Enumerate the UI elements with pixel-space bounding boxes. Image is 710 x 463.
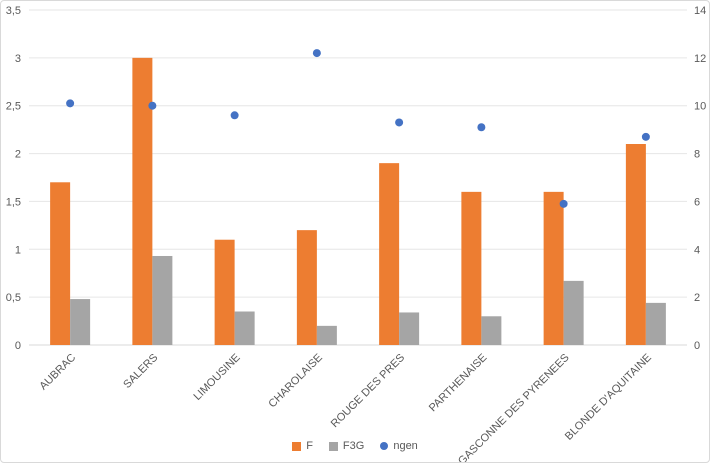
right-axis-tick-label: 6 (694, 196, 700, 208)
right-axis-tick-label: 2 (694, 292, 700, 304)
point-ngen (395, 118, 404, 127)
bar-f3g (316, 325, 337, 345)
bar-f3g (645, 302, 666, 345)
right-axis-tick-label: 0 (694, 340, 700, 352)
point-ngen (66, 99, 75, 108)
right-axis-tick-label: 4 (694, 244, 700, 256)
bar-f3g (152, 255, 173, 345)
x-axis-category-label: SALERS (121, 352, 160, 391)
right-axis-tick-label: 10 (694, 101, 706, 113)
x-axis-category-label: LIMOUSINE (191, 352, 242, 403)
bar-f3g (70, 299, 91, 345)
x-axis-category-label: CHAROLAISE (266, 352, 325, 411)
point-ngen (148, 101, 157, 110)
bar-f (543, 191, 564, 345)
point-ngen (641, 132, 650, 141)
left-axis-tick-label: 0 (15, 340, 21, 352)
right-axis-tick-label: 12 (694, 53, 706, 65)
bar-f (625, 144, 646, 345)
point-ngen (477, 123, 486, 132)
bar-f3g (399, 312, 420, 345)
point-ngen (559, 199, 568, 208)
left-axis-tick-label: 2,5 (6, 101, 21, 113)
x-axis-category-label: BLONDE D'AQUITAINE (563, 352, 654, 443)
x-axis-category-label: ROUGE DES PRES (329, 352, 408, 431)
bar-f3g (234, 311, 255, 345)
x-axis-category-label: PARTHENAISE (427, 352, 490, 415)
left-axis-tick-label: 1 (15, 244, 21, 256)
point-ngen (312, 49, 321, 58)
bar-f (132, 57, 153, 345)
point-ngen (230, 111, 239, 120)
left-axis-tick-label: 0,5 (6, 292, 21, 304)
bar-f (50, 182, 71, 345)
bar-f (214, 239, 235, 345)
left-axis-tick-label: 3 (15, 53, 21, 65)
right-axis-tick-label: 8 (694, 149, 700, 161)
bar-f (296, 230, 317, 345)
left-axis-tick-label: 3,5 (6, 5, 21, 17)
bar-f3g (481, 316, 502, 345)
left-axis-tick-label: 1,5 (6, 196, 21, 208)
bar-f3g (563, 280, 584, 345)
left-axis-tick-label: 2 (15, 149, 21, 161)
bar-f (461, 191, 482, 345)
bar-f (379, 163, 400, 345)
right-axis-tick-label: 14 (694, 5, 706, 17)
x-axis-category-label: AUBRAC (37, 352, 78, 393)
